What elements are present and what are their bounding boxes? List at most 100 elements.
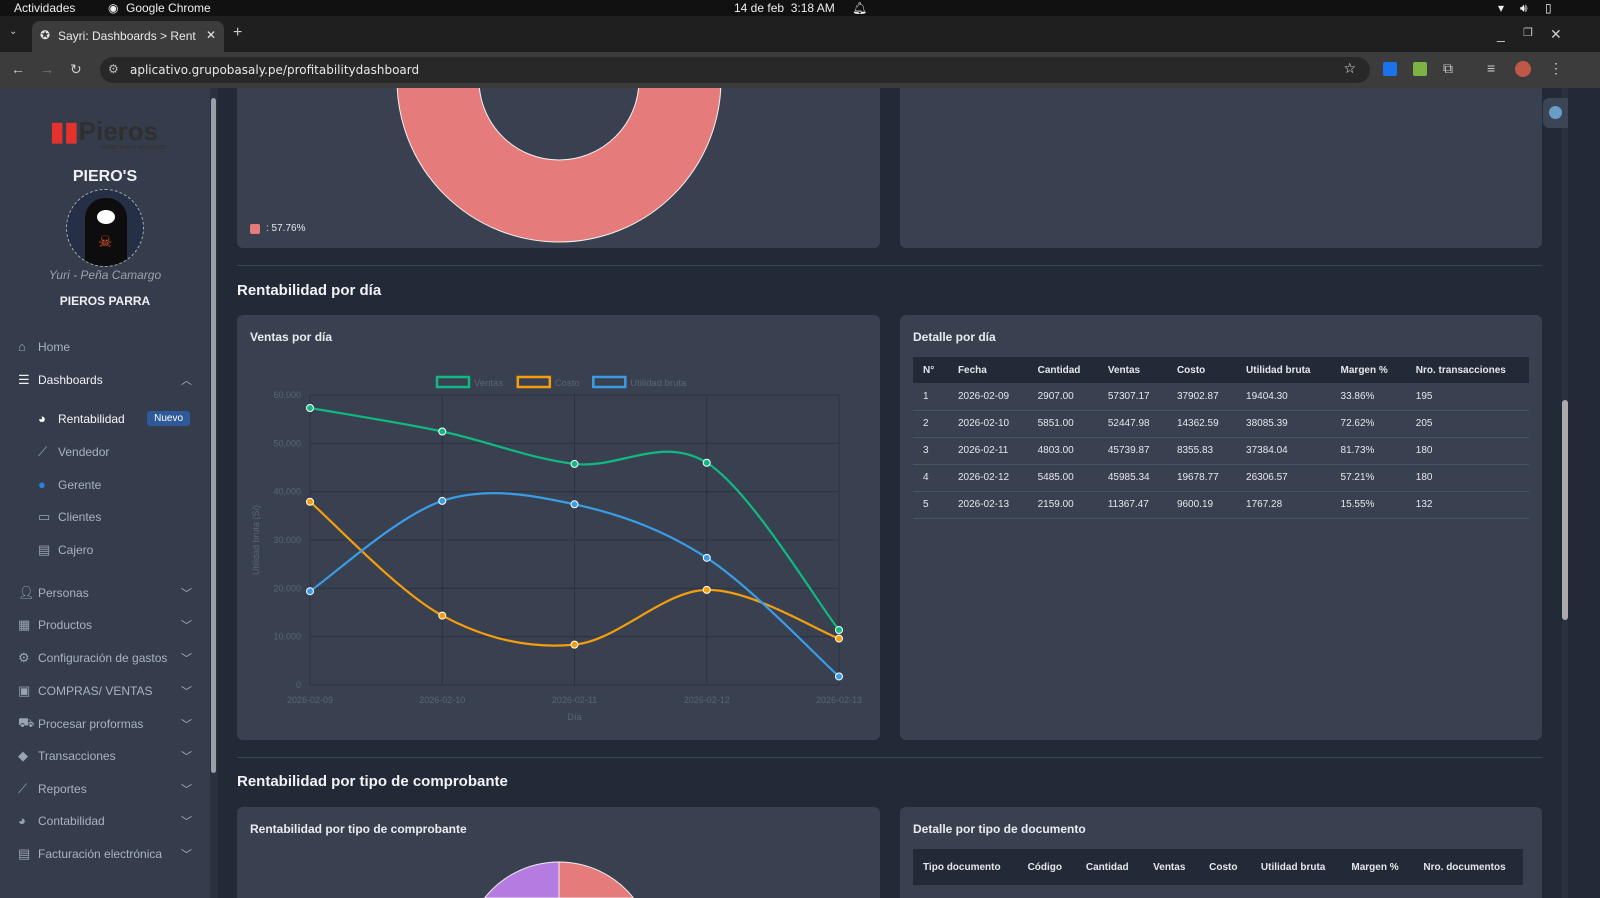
extension-icon[interactable] xyxy=(1413,62,1427,76)
forward-icon[interactable]: → xyxy=(40,61,54,77)
data-point[interactable] xyxy=(570,640,579,649)
phone-extension-icon[interactable] xyxy=(1383,62,1397,76)
volume-icon[interactable]: 🔊︎ xyxy=(1520,1,1528,15)
data-point[interactable] xyxy=(570,459,579,468)
page-scrollbar[interactable] xyxy=(1562,88,1568,898)
sidebar-item-contabilidad[interactable]: ◕ Contabilidad ﹀ xyxy=(18,813,192,828)
sidebar-item-dashboards[interactable]: ☰ Dashboards ︿ xyxy=(18,372,192,387)
data-point[interactable] xyxy=(438,611,447,620)
column-header-6: Margen % xyxy=(1330,357,1406,383)
tab-search-icon[interactable]: ⌄ xyxy=(9,26,18,37)
legend-label: Costo xyxy=(555,378,580,389)
sidebar-item-productos[interactable]: ▦ Productos ﹀ xyxy=(18,617,192,632)
sidebar-scroll-thumb[interactable] xyxy=(211,98,216,773)
table-row[interactable]: 3 2026-02-11 4803.00 45739.87 8355.83 37384.0… xyxy=(913,437,1529,465)
back-icon[interactable]: ← xyxy=(11,61,25,77)
site-info-icon[interactable]: ⚙ xyxy=(108,62,119,76)
data-point[interactable] xyxy=(835,672,843,681)
table-cell-6: 81.73% xyxy=(1330,437,1406,465)
clock[interactable]: 14 de feb 3:18 AM xyxy=(734,1,835,15)
sidebar-scrollbar[interactable] xyxy=(210,88,218,898)
sidebar-item-personas[interactable]: 👤︎ Personas ﹀ xyxy=(18,585,192,600)
day-detail-table: N° Fecha Cantidad Ventas Costo Utilidad bruta… xyxy=(913,357,1529,519)
column-header-1: Código xyxy=(1017,849,1076,885)
user-avatar[interactable]: ☠ xyxy=(66,189,144,267)
sales-by-day-card: Ventas por día 0 10,000 20,000 30,000 40,000… xyxy=(237,315,880,740)
profile-avatar[interactable] xyxy=(1515,61,1531,77)
column-header-0: N° xyxy=(913,357,948,383)
sidebar-item-gerente[interactable]: ● Gerente xyxy=(38,477,102,492)
data-point[interactable] xyxy=(702,458,711,467)
chart-title: Rentabilidad por tipo de comprobante xyxy=(250,822,467,836)
table-cell-3: 52447.98 xyxy=(1097,410,1167,438)
sidebar-item-transacciones[interactable]: ◆ Transacciones ﹀ xyxy=(18,748,192,763)
page-scroll-thumb[interactable] xyxy=(1562,400,1568,620)
table-row[interactable]: 4 2026-02-12 5485.00 45985.34 19678.77 26306.… xyxy=(913,464,1529,492)
data-point[interactable] xyxy=(306,404,314,413)
sidebar-item-home[interactable]: ⌂ Home xyxy=(18,339,71,354)
new-tab-icon[interactable]: + xyxy=(233,24,243,41)
close-window-icon[interactable]: ✕ xyxy=(1550,26,1562,42)
logo-mark: ▮▮ xyxy=(50,116,79,146)
data-point[interactable] xyxy=(438,496,447,505)
table-row[interactable]: 1 2026-02-09 2907.00 57307.17 37902.87 19404.… xyxy=(913,383,1529,411)
section-title-doc: Rentabilidad por tipo de comprobante xyxy=(237,773,508,790)
tab-strip: ⌄ ✪ Sayri: Dashboards > Rent ✕ + _ ❐ ✕ xyxy=(0,16,1600,52)
donut-slice[interactable] xyxy=(396,88,722,243)
data-point[interactable] xyxy=(835,626,843,635)
close-tab-icon[interactable]: ✕ xyxy=(205,28,216,42)
table-cell-0: 2 xyxy=(913,410,948,438)
pie-slice-boleta[interactable] xyxy=(483,861,560,898)
wifi-icon[interactable]: ▾ xyxy=(1498,1,1505,15)
activities-button[interactable]: Actividades xyxy=(14,1,76,15)
sidebar-item-cajero[interactable]: ▤ Cajero xyxy=(38,542,94,557)
sidebar-item-clientes[interactable]: ▭ Clientes xyxy=(38,509,102,524)
url-input[interactable]: ⚙ aplicativo.grupobasaly.pe/profitability… xyxy=(100,57,1370,83)
column-header-4: Costo xyxy=(1166,357,1237,383)
sidebar-item-procesar-proformas[interactable]: ⛟ Procesar proformas ﹀ xyxy=(18,715,192,731)
address-bar: ← → ↻ ⚙ aplicativo.grupobasaly.pe/profita… xyxy=(0,52,1600,88)
data-point[interactable] xyxy=(438,427,447,436)
browser-tab[interactable]: ✪ Sayri: Dashboards > Rent ✕ xyxy=(32,21,224,52)
table-row[interactable]: 5 2026-02-13 2159.00 11367.47 9600.19 1767.28… xyxy=(913,491,1529,519)
data-point[interactable] xyxy=(306,587,314,596)
extensions-puzzle-icon[interactable]: ⧉ xyxy=(1443,60,1453,76)
table-row[interactable]: 2 2026-02-10 5851.00 52447.98 14362.59 38085.… xyxy=(913,410,1529,438)
sidebar-item-rentabilidad[interactable]: ◕ Rentabilidad Nuevo xyxy=(38,411,190,426)
table-cell-6: 33.86% xyxy=(1330,383,1406,411)
menu-kebab-icon[interactable]: ⋮ xyxy=(1549,60,1563,76)
os-top-bar: Actividades ◉ Google Chrome 14 de feb 3:… xyxy=(0,0,1600,16)
legend-label: : 57.76% xyxy=(266,223,306,234)
data-point[interactable] xyxy=(570,500,579,509)
donut-card: : 57.76% xyxy=(237,88,880,248)
column-header-4: Costo xyxy=(1199,849,1251,885)
data-point[interactable] xyxy=(835,634,843,643)
sidebar-item-compras-ventas[interactable]: ▣ COMPRAS/ VENTAS ﹀ xyxy=(18,683,192,698)
sidebar-item-vendedor[interactable]: ⟋ Vendedor xyxy=(38,444,110,459)
sidebar-item-reportes[interactable]: ⟋ Reportes ﹀ xyxy=(18,781,192,796)
chevron-down-icon: ﹀ xyxy=(181,849,192,861)
data-point[interactable] xyxy=(702,585,711,594)
reload-icon[interactable]: ↻ xyxy=(70,61,82,77)
minimize-icon[interactable]: _ xyxy=(1497,26,1505,42)
sidebar-item-facturacion[interactable]: ▤ Facturación electrónica ﹀ xyxy=(18,846,192,861)
legend-swatch xyxy=(592,375,627,389)
x-tick-label: 2026-02-12 xyxy=(684,695,730,705)
battery-icon[interactable]: ▯ xyxy=(1545,1,1552,15)
clipboard-icon: ▣ xyxy=(18,683,31,698)
media-control-icon[interactable]: ≡ xyxy=(1487,60,1496,76)
column-header-3: Ventas xyxy=(1143,849,1200,885)
dolly-icon: ⛟ xyxy=(18,715,35,730)
restore-icon[interactable]: ❐ xyxy=(1523,27,1533,39)
pie-slice-factura[interactable] xyxy=(558,861,635,898)
bookmark-star-icon[interactable]: ☆ xyxy=(1343,61,1356,77)
legend-label: Utilidad bruta xyxy=(630,378,687,389)
assistant-button[interactable] xyxy=(1543,98,1568,128)
table-cell-5: 26306.57 xyxy=(1236,464,1331,492)
table-cell-4: 8355.83 xyxy=(1166,437,1237,465)
data-point[interactable] xyxy=(306,497,314,506)
sidebar-item-configuracion-gastos[interactable]: ⚙ Configuración de gastos ﹀ xyxy=(18,650,192,665)
tags-icon: ◆ xyxy=(18,748,28,763)
column-header-1: Fecha xyxy=(947,357,1028,383)
data-point[interactable] xyxy=(702,553,711,562)
